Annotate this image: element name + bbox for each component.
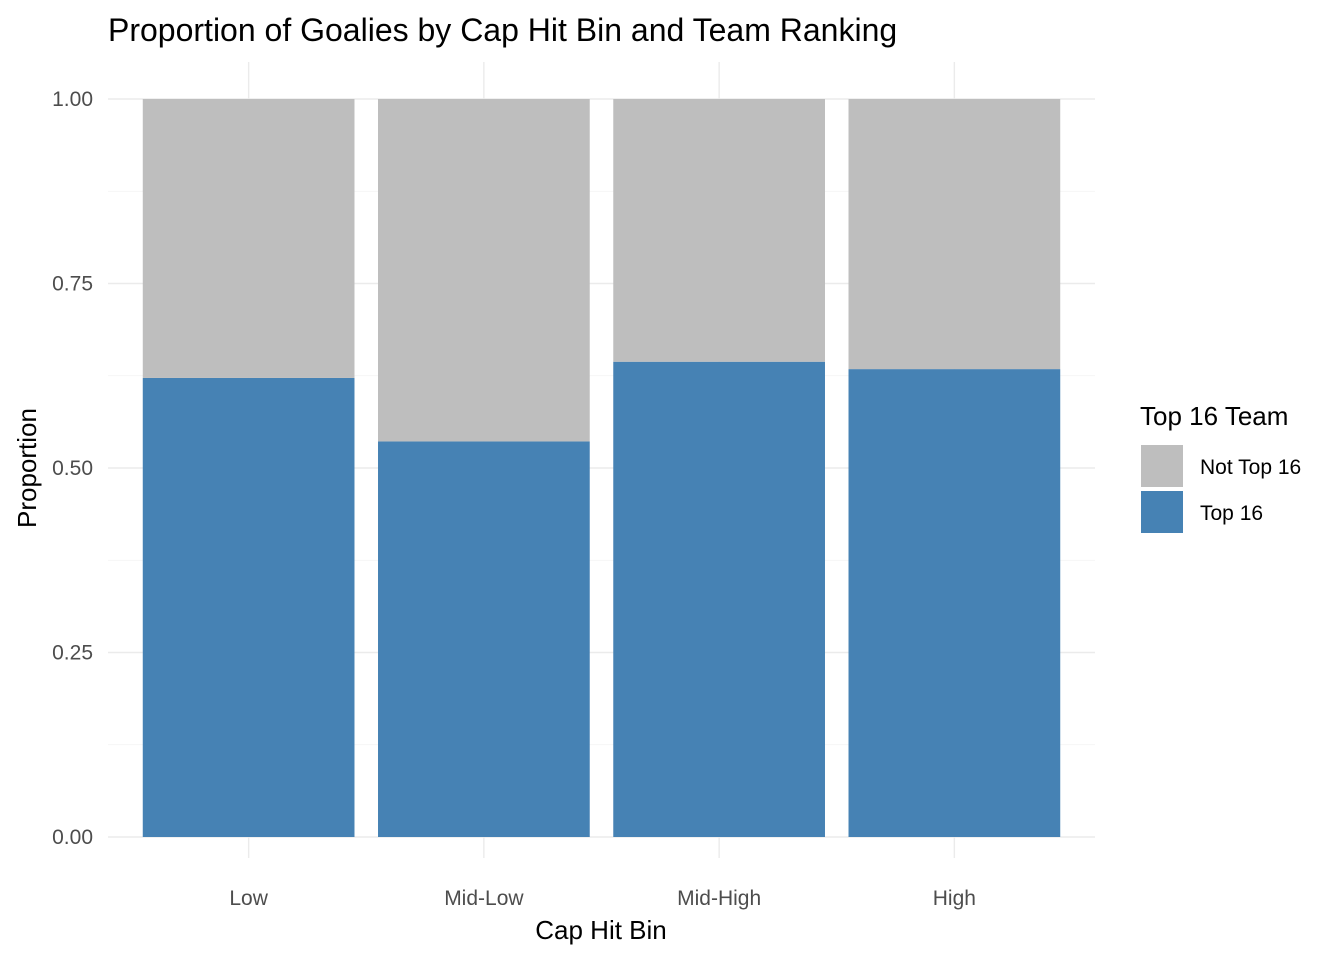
y-tick-label: 0.50 [52,457,93,480]
bars [142,99,1061,837]
bar-not-top-16-mid-high [613,99,825,362]
bar-top-16-mid-high [613,361,825,837]
bar-top-16-high [848,369,1061,837]
y-tick-label: 0.25 [52,642,93,665]
x-tick-label: Low [229,887,268,910]
x-tick-label: High [933,887,976,910]
x-axis-ticks: Low Mid-Low Mid-High High [229,887,976,910]
bar-top-16-mid-low [378,441,590,837]
y-tick-label: 0.75 [52,273,93,296]
y-axis-title: Proportion [12,408,42,528]
y-tick-label: 0.00 [52,826,93,849]
bar-top-16-low [142,377,355,837]
bar-not-top-16-mid-low [378,99,590,442]
x-tick-label: Mid-High [677,887,761,910]
x-tick-label: Mid-Low [444,887,524,910]
legend-title: Top 16 Team [1140,401,1288,431]
y-tick-label: 1.00 [52,88,93,111]
legend-key-top-16 [1141,491,1183,533]
legend-label: Not Top 16 [1200,456,1301,479]
bar-not-top-16-high [848,99,1061,370]
y-axis-ticks: 0.00 0.25 0.50 0.75 1.00 [52,88,93,849]
legend: Top 16 Team Not Top 16 Top 16 [1140,401,1301,533]
bar-not-top-16-low [142,99,355,378]
chart-title: Proportion of Goalies by Cap Hit Bin and… [108,12,897,48]
x-axis-title: Cap Hit Bin [535,915,667,945]
legend-key-not-top-16 [1141,445,1183,487]
legend-label: Top 16 [1200,502,1263,525]
